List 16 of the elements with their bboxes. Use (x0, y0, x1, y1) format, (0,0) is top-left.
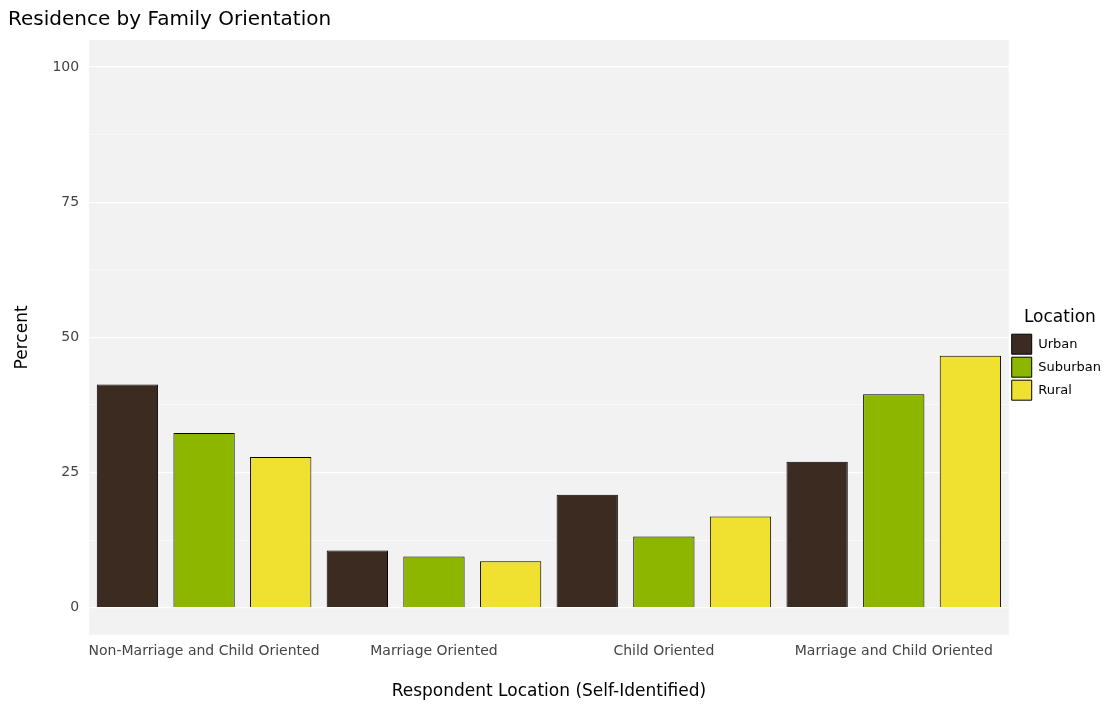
x-tick-label: Marriage Oriented (370, 641, 498, 658)
legend-title: Location (1023, 305, 1096, 326)
x-tick-label: Non-Marriage and Child Oriented (88, 641, 320, 658)
x-tick-label: Child Oriented (613, 641, 715, 658)
legend-label: Rural (1038, 381, 1072, 397)
y-tick-label: 25 (61, 463, 80, 480)
chart-title: Residence by Family Orientation (8, 6, 332, 31)
legend-label: Suburban (1038, 358, 1102, 374)
legend-label: Urban (1038, 335, 1078, 351)
y-tick-label: 75 (61, 192, 80, 209)
x-tick-label: Marriage and Child Oriented (794, 641, 993, 658)
y-axis-title: Percent (10, 305, 31, 370)
y-tick-label: 0 (70, 598, 80, 615)
y-tick-label: 100 (52, 57, 80, 74)
x-axis-title: Respondent Location (Self-Identified) (391, 680, 707, 701)
y-tick-label: 50 (61, 328, 80, 345)
